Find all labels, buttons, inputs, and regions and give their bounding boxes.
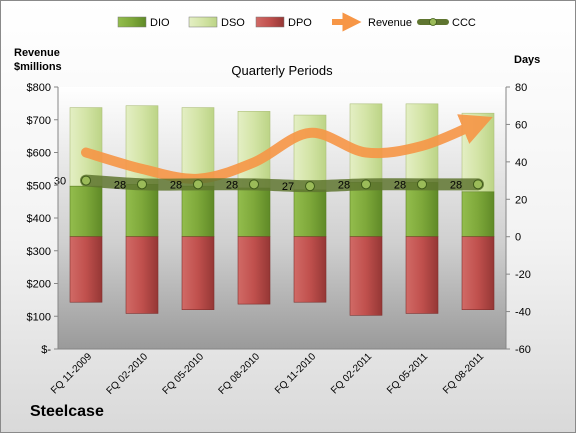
ccc-point: [417, 179, 427, 190]
legend-label-revenue: Revenue: [368, 17, 412, 29]
legend-label-ccc: CCC: [452, 17, 476, 29]
dpo-bar: [349, 236, 383, 316]
left-tick-label: $400: [27, 213, 51, 225]
category-label: FQ 05-2011: [385, 351, 430, 396]
legend-label-dpo: DPO: [288, 17, 312, 29]
right-tick-label: -40: [515, 307, 531, 319]
left-tick-label: $300: [27, 246, 51, 258]
right-tick-label: 80: [515, 82, 527, 94]
company-name: Steelcase: [30, 403, 104, 420]
right-tick-label: 60: [515, 119, 527, 131]
left-axis-title-line1: Revenue: [14, 47, 60, 59]
left-tick-label: $700: [27, 115, 51, 127]
legend-swatch-dpo: [255, 16, 285, 28]
left-tick-label: $500: [27, 180, 51, 192]
dio-bar: [69, 185, 103, 238]
ccc-data-label: 28: [394, 179, 406, 191]
bars-layer: [69, 103, 495, 316]
dio-bar: [349, 182, 383, 238]
left-tick-label: $200: [27, 279, 51, 291]
ccc-point: [473, 179, 483, 190]
dpo-bar: [181, 236, 215, 310]
legend-label-dso: DSO: [221, 17, 245, 29]
dpo-bar: [461, 236, 495, 310]
right-tick-label: 0: [515, 232, 521, 244]
legend-swatch-dio: [117, 16, 147, 28]
ccc-data-label: 28: [226, 179, 238, 191]
right-tick-label: 40: [515, 157, 527, 169]
category-label: FQ 08-2011: [441, 351, 486, 396]
dpo-bar: [405, 236, 439, 314]
category-label: FQ 08-2010: [217, 351, 263, 397]
right-tick-label: 20: [515, 194, 527, 206]
category-label: FQ 11-2010: [273, 351, 318, 396]
ccc-data-label: 28: [170, 179, 182, 191]
ccc-point: [361, 179, 371, 190]
dso-bar: [349, 103, 383, 183]
ccc-point: [249, 179, 259, 190]
revenue-line: [81, 114, 493, 184]
chart-title: Quarterly Periods: [231, 63, 333, 78]
dio-bar: [461, 191, 495, 238]
right-axis-title: Days: [514, 54, 540, 66]
category-label: FQ 05-2010: [161, 351, 207, 397]
dpo-bar: [69, 236, 103, 303]
left-axis-title-line2: $millions: [14, 61, 62, 73]
left-tick-label: $800: [27, 82, 51, 94]
left-tick-label: $100: [27, 311, 51, 323]
ccc-point: [81, 175, 91, 186]
dso-bar: [237, 111, 271, 189]
dso-bar: [293, 114, 327, 191]
legend-label-dio: DIO: [150, 17, 170, 29]
dio-bar: [293, 189, 327, 238]
legend-marker-ccc: [429, 18, 437, 26]
category-label: FQ 02-2011: [329, 351, 374, 396]
dio-bar: [405, 182, 439, 238]
ccc-point: [193, 179, 203, 190]
left-tick-label: $600: [27, 148, 51, 160]
dpo-bar: [237, 236, 271, 305]
dpo-bar: [125, 236, 159, 314]
dpo-bar: [293, 236, 327, 303]
ccc-data-label: 28: [338, 179, 350, 191]
dio-bar: [237, 187, 271, 238]
ccc-data-label: 27: [282, 181, 294, 193]
category-label: FQ 02-2010: [105, 351, 151, 397]
dio-bar: [125, 184, 159, 238]
ccc-point: [305, 181, 315, 192]
ccc-point: [137, 179, 147, 190]
right-tick-label: -20: [515, 269, 531, 281]
ccc-data-label: 30: [54, 176, 66, 188]
legend: DIO DSO DPO Revenue CCC: [117, 12, 476, 32]
dso-bar: [69, 107, 103, 187]
ccc-data-label: 28: [450, 179, 462, 191]
category-label: FQ 11-2009: [49, 351, 94, 396]
dio-bar: [181, 185, 215, 238]
right-tick-label: -60: [515, 344, 531, 356]
legend-swatch-dso: [188, 16, 218, 28]
lines-layer: 30 28 28 28 27 28 28 28: [54, 114, 493, 193]
left-tick-label: $-: [41, 344, 51, 356]
plot-area: [58, 87, 506, 349]
ccc-data-label: 28: [114, 179, 126, 191]
